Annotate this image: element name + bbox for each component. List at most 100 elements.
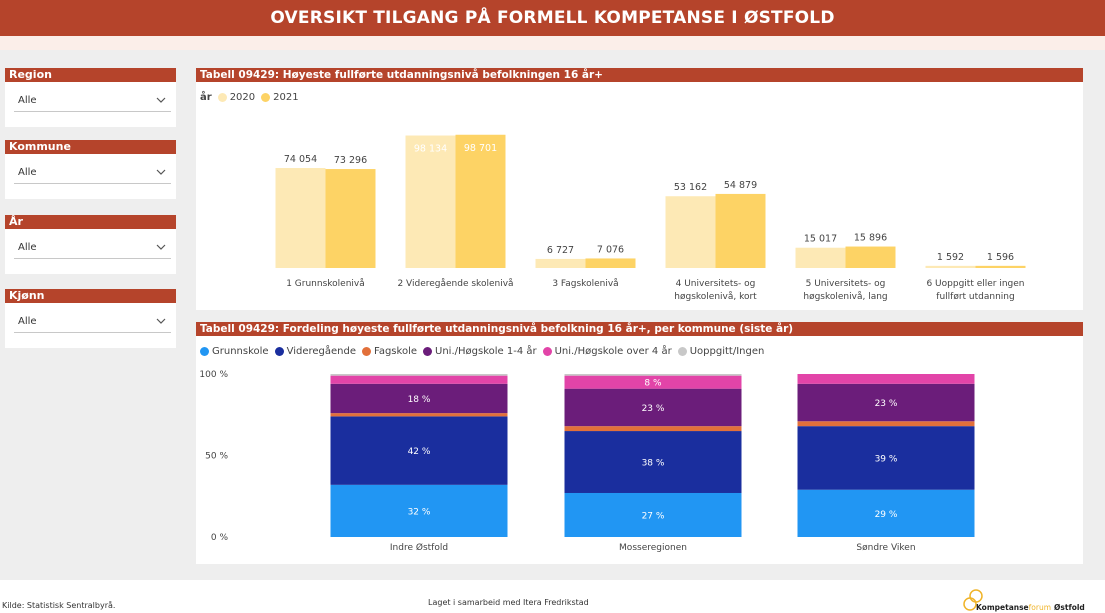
category-label-4-1: høgskolenivå, lang [803,291,887,302]
data-label-2020-0: 74 054 [284,154,317,165]
segment-label-0-2: 29 % [875,510,898,520]
segment-4-1[interactable] [564,375,742,389]
source-note: Kilde: Statistisk Sentralbyrå. [2,601,116,610]
segment-label-0-0: 32 % [408,507,431,517]
bar-2021-4[interactable] [845,246,896,268]
segment-1-2[interactable] [797,426,975,490]
legend-item-uni-over-4[interactable]: Uni./Høgskole over 4 år [542,346,672,357]
legend-label-videregaende: Videregående [286,346,356,357]
legend-item-uni-1-4[interactable]: Uni./Høgskole 1-4 år [423,346,537,357]
data-label-2020-1: 98 134 [414,144,447,155]
legend-item-videregaende[interactable]: Videregående [274,346,356,357]
region-dropdown[interactable]: Alle [14,90,171,112]
bar-2020-1[interactable] [405,135,456,268]
segment-0-1[interactable] [564,492,742,537]
legend-label-2020: 2020 [229,92,256,103]
legend-item-2020[interactable]: 2020 [217,92,256,103]
logo-text-b: forum [1028,603,1052,612]
legend-item-grunnskole[interactable]: Grunnskole [200,346,269,357]
gender-dropdown[interactable]: Alle [14,311,171,333]
segment-label-1-1: 38 % [642,459,665,469]
bar-2020-2[interactable] [535,258,586,268]
segment-label-3-0: 18 % [408,395,431,405]
category-label-5-0: 6 Uoppgitt eller ingen [926,279,1024,289]
segment-2-1[interactable] [564,426,742,432]
category-label-2-0: 3 Fagskolenivå [552,278,618,289]
chevron-down-icon [156,97,166,103]
bar-2020-3[interactable] [665,196,716,268]
logo-text-a: Kompetanse [976,603,1029,612]
segment-1-0[interactable] [330,416,508,485]
legend-label-uoppgitt: Uoppgitt/Ingen [689,346,765,357]
segment-label-1-0: 42 % [408,447,431,457]
bar-2021-1[interactable] [455,134,506,268]
data-label-2021-5: 1 596 [987,252,1014,263]
legend-dot-2020 [217,93,227,102]
data-label-2021-0: 73 296 [334,155,367,166]
category-label-5-1: fullført utdanning [936,292,1014,302]
legend-item-fagskole[interactable]: Fagskole [362,346,417,357]
segment-3-1[interactable] [564,388,742,427]
region-dropdown-value: Alle [18,95,37,106]
bar-2021-3[interactable] [715,193,766,268]
logo-rings-icon [963,589,983,611]
legend-dot-grunnskole [200,347,209,356]
region-slicer: Region Alle [5,68,176,127]
y-tick-2: 100 % [199,370,228,380]
year-slicer-label: År [5,215,176,229]
segment-1-1[interactable] [564,431,742,493]
segment-label-3-1: 23 % [642,404,665,414]
segment-0-2[interactable] [797,489,975,537]
logo-text-c: Østfold [1054,603,1085,612]
legend-label-fagskole: Fagskole [374,346,418,357]
gender-slicer-label: Kjønn [5,289,176,303]
bar-2021-5[interactable] [975,265,1026,268]
data-label-2020-5: 1 592 [937,252,964,263]
legend-item-2021[interactable]: 2021 [261,92,299,103]
year-dropdown[interactable]: Alle [14,237,171,259]
legend-dot-uni-1-4 [423,347,433,356]
header-strip [0,36,1105,50]
segment-2-0[interactable] [330,413,508,417]
legend-dot-videregaende [274,347,284,356]
segment-0-0[interactable] [330,484,508,537]
year-dropdown-value: Alle [18,242,37,253]
segment-4-0[interactable] [330,375,508,384]
data-label-2020-4: 15 017 [804,234,837,245]
data-label-2021-1: 98 701 [464,143,497,154]
segment-4-2[interactable] [797,374,975,384]
segment-2-2[interactable] [797,421,975,427]
legend-label-uni-over-4: Uni./Høgskole over 4 år [554,346,672,357]
data-label-2020-3: 53 162 [674,182,707,193]
bar-2021-0[interactable] [325,169,376,268]
chevron-down-icon [156,244,166,250]
legend-dot-uoppgitt [677,347,687,356]
segment-3-0[interactable] [330,383,508,414]
kommune-dropdown-value: Alle [18,167,37,178]
kommune-dropdown[interactable]: Alle [14,162,171,184]
year-legend-title: år [200,92,212,103]
category-label-3-1: høgskolenivå, kort [674,291,757,302]
segment-5-1[interactable] [564,374,742,376]
legend-dot-2021 [261,93,271,102]
category-label-0-0: 1 Grunnskolenivå [286,278,365,289]
category-label-2: Søndre Viken [856,543,915,553]
segment-5-0[interactable] [330,374,508,376]
bar-2020-5[interactable] [925,265,976,268]
chevron-down-icon [156,169,166,175]
segment-label-0-1: 27 % [642,511,665,521]
kommune-slicer-label: Kommune [5,140,176,154]
segment-3-2[interactable] [797,383,975,422]
legend-dot-uni-over-4 [542,347,552,356]
legend-item-uoppgitt[interactable]: Uoppgitt/Ingen [677,346,765,357]
bar-2020-4[interactable] [795,247,846,268]
bar-2021-2[interactable] [585,258,636,268]
legend-label-2021: 2021 [273,92,299,103]
distribution-panel-title: Tabell 09429: Fordeling høyeste fullført… [196,322,1083,336]
y-tick-1: 50 % [205,452,228,462]
page-title: OVERSIKT TILGANG PÅ FORMELL KOMPETANSE I… [0,0,1105,36]
bar-2020-0[interactable] [275,168,326,268]
gender-slicer: Kjønn Alle [5,289,176,348]
segment-label-3-2: 23 % [875,399,898,409]
legend-label-grunnskole: Grunnskole [212,346,269,357]
